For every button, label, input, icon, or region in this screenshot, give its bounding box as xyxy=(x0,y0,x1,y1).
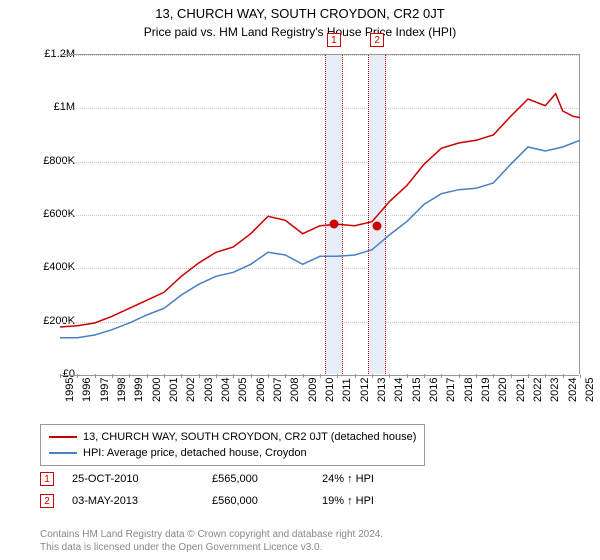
chart-title: 13, CHURCH WAY, SOUTH CROYDON, CR2 0JT xyxy=(0,0,600,21)
footer-line: This data is licensed under the Open Gov… xyxy=(40,541,383,554)
x-tick-label: 2025 xyxy=(584,378,596,402)
sale-marker-icon: 1 xyxy=(327,33,341,47)
footer-attribution: Contains HM Land Registry data © Crown c… xyxy=(40,528,383,554)
sale-marker-icon: 1 xyxy=(40,472,54,486)
x-tick-label: 2012 xyxy=(359,378,371,402)
sales-table: 1 25-OCT-2010 £565,000 24% ↑ HPI 2 03-MA… xyxy=(40,468,432,512)
legend: 13, CHURCH WAY, SOUTH CROYDON, CR2 0JT (… xyxy=(40,424,425,466)
x-tick-label: 2008 xyxy=(289,378,301,402)
series-hpi xyxy=(60,140,580,337)
x-tick-label: 1996 xyxy=(81,378,93,402)
plot-area: 12 xyxy=(60,54,580,374)
x-tick-label: 2022 xyxy=(532,378,544,402)
x-tick-label: 2018 xyxy=(463,378,475,402)
x-tick-label: 1997 xyxy=(99,378,111,402)
x-tick-label: 2019 xyxy=(480,378,492,402)
line-series xyxy=(60,55,580,375)
x-tick-label: 2021 xyxy=(515,378,527,402)
sale-hpi: 24% ↑ HPI xyxy=(322,473,432,485)
legend-label: 13, CHURCH WAY, SOUTH CROYDON, CR2 0JT (… xyxy=(83,431,416,443)
sale-date: 25-OCT-2010 xyxy=(72,473,212,485)
x-tick-label: 2014 xyxy=(393,378,405,402)
sale-marker-icon: 2 xyxy=(370,33,384,47)
x-tick-label: 1995 xyxy=(64,378,76,402)
x-tick-label: 2015 xyxy=(411,378,423,402)
x-tick-label: 2004 xyxy=(220,378,232,402)
sale-marker-icon: 2 xyxy=(40,494,54,508)
chart-subtitle: Price paid vs. HM Land Registry's House … xyxy=(0,21,600,39)
x-tick-label: 2009 xyxy=(307,378,319,402)
sale-hpi: 19% ↑ HPI xyxy=(322,495,432,507)
legend-label: HPI: Average price, detached house, Croy… xyxy=(83,447,307,459)
series-property xyxy=(60,94,580,327)
x-tick-label: 2007 xyxy=(272,378,284,402)
sale-dot xyxy=(373,221,382,230)
x-tick-label: 2023 xyxy=(549,378,561,402)
sales-row: 1 25-OCT-2010 £565,000 24% ↑ HPI xyxy=(40,468,432,490)
legend-item: 13, CHURCH WAY, SOUTH CROYDON, CR2 0JT (… xyxy=(49,429,416,445)
chart-container: 13, CHURCH WAY, SOUTH CROYDON, CR2 0JT P… xyxy=(0,0,600,560)
x-tick-label: 2000 xyxy=(151,378,163,402)
legend-swatch xyxy=(49,452,77,454)
x-tick-label: 2010 xyxy=(324,378,336,402)
x-tick-label: 2013 xyxy=(376,378,388,402)
sale-date: 03-MAY-2013 xyxy=(72,495,212,507)
x-tick-label: 2002 xyxy=(185,378,197,402)
x-tick-label: 2011 xyxy=(341,378,353,402)
x-tick-label: 2001 xyxy=(168,378,180,402)
footer-line: Contains HM Land Registry data © Crown c… xyxy=(40,528,383,541)
x-tick-label: 2020 xyxy=(497,378,509,402)
x-tick-label: 2024 xyxy=(567,378,579,402)
legend-item: HPI: Average price, detached house, Croy… xyxy=(49,445,416,461)
sale-price: £565,000 xyxy=(212,473,322,485)
x-tick-label: 1999 xyxy=(133,378,145,402)
x-tick-label: 2003 xyxy=(203,378,215,402)
sale-price: £560,000 xyxy=(212,495,322,507)
x-tick-label: 1998 xyxy=(116,378,128,402)
x-tick-label: 2005 xyxy=(237,378,249,402)
sales-row: 2 03-MAY-2013 £560,000 19% ↑ HPI xyxy=(40,490,432,512)
x-tick-label: 2017 xyxy=(445,378,457,402)
x-tick-label: 2016 xyxy=(428,378,440,402)
x-axis-labels: 1995 1996 1997 1998 1999 2000 2001 2002 2003 2004… xyxy=(60,378,580,418)
legend-swatch xyxy=(49,436,77,438)
sale-dot xyxy=(329,220,338,229)
x-tick-label: 2006 xyxy=(255,378,267,402)
